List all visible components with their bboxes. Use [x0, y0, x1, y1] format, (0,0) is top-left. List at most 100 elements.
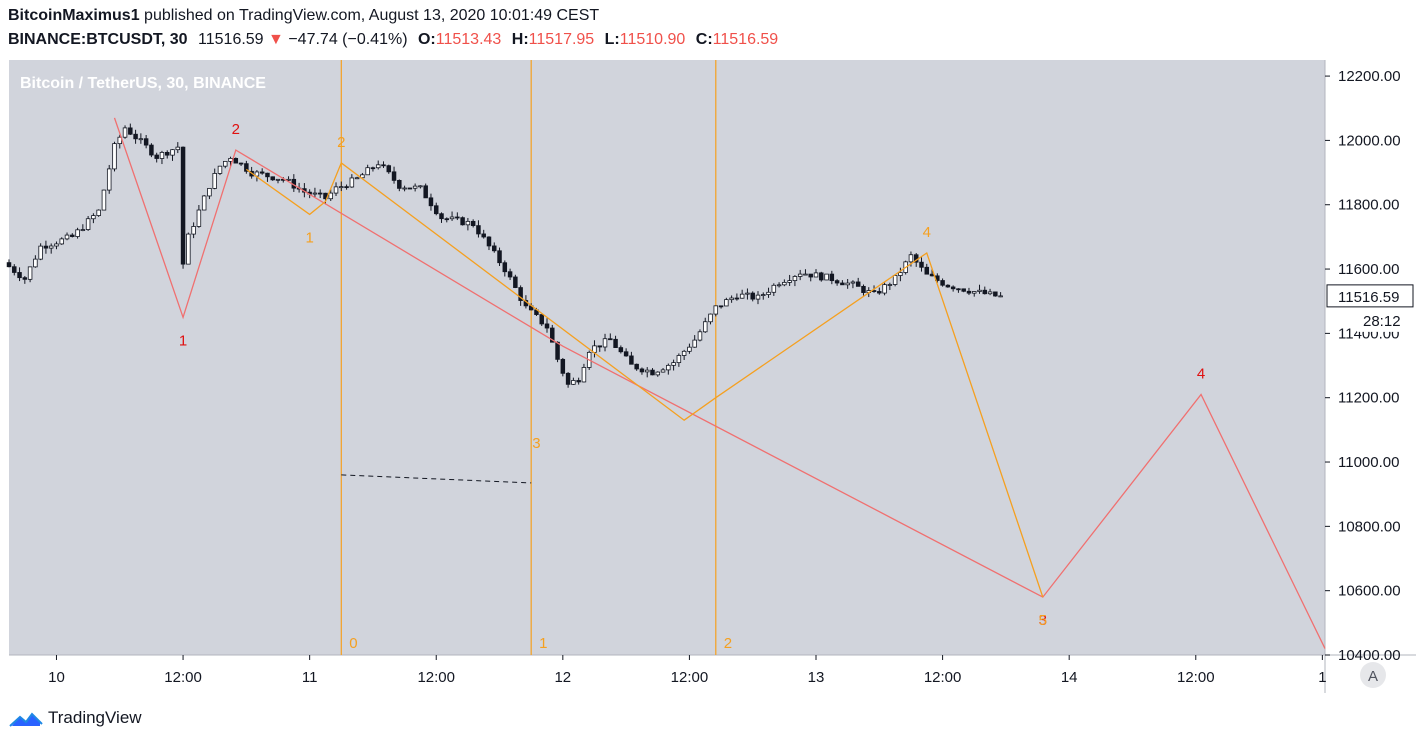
candle-body	[924, 266, 930, 275]
red-wave-label: 4	[1197, 365, 1205, 382]
orange-wave-line	[245, 161, 1044, 598]
price-axis	[1325, 60, 1416, 655]
y-tick-label: 11800.00	[1338, 197, 1399, 214]
auto-scale-button[interactable]: A	[1360, 662, 1386, 688]
candle-body	[824, 273, 829, 281]
last-price: 11516.59	[198, 31, 264, 48]
candle-body	[328, 192, 333, 200]
candle-body	[333, 186, 339, 194]
candle-body	[370, 167, 376, 170]
candle-body	[80, 229, 86, 231]
open-label: O:	[417, 31, 436, 48]
candle-body	[70, 234, 75, 237]
x-tick-label: 12:00	[671, 669, 709, 686]
candle-body	[560, 358, 566, 374]
close-label: C:	[695, 31, 713, 48]
tradingview-logo[interactable]: TradingView	[8, 708, 142, 728]
candle-body	[180, 146, 186, 265]
candle-body	[734, 297, 740, 300]
candle-body	[755, 294, 761, 300]
candle-body	[122, 127, 128, 138]
candle-body	[433, 205, 439, 215]
low-label: L:	[604, 31, 620, 48]
last-price-label: 11516.59	[1338, 289, 1399, 306]
y-tick-label: 11600.00	[1338, 261, 1399, 278]
candle-body	[133, 133, 138, 140]
candle-body	[945, 284, 951, 288]
candle-body	[608, 338, 613, 341]
low-value: 11510.90	[619, 31, 686, 48]
candle-body	[961, 288, 966, 292]
candle-body	[782, 282, 787, 286]
close-value: 11516.59	[712, 31, 779, 48]
candle-body	[455, 216, 460, 219]
candle-body	[597, 345, 602, 348]
candle-body	[813, 272, 819, 278]
candle-body	[12, 266, 17, 273]
candle-body	[349, 177, 355, 188]
candle-body	[940, 280, 945, 286]
x-tick-label: 14	[1061, 669, 1078, 686]
candle-body	[476, 225, 481, 235]
candle-body	[48, 245, 54, 249]
candle-body	[170, 149, 175, 156]
candle-body	[244, 163, 249, 172]
candle-body	[697, 331, 703, 341]
candle-body	[254, 171, 260, 177]
candle-body	[354, 177, 360, 180]
candle-body	[481, 233, 486, 238]
candle-body	[613, 338, 618, 348]
candle-body	[971, 291, 977, 294]
red-wave-label: 3	[1039, 612, 1047, 629]
candle-body	[650, 369, 655, 376]
candle-body	[771, 284, 777, 293]
candle-body	[106, 168, 112, 191]
candle-body	[776, 284, 782, 287]
candle-body	[660, 369, 666, 373]
candle-body	[618, 347, 624, 353]
candle-body	[339, 186, 344, 189]
candle-body	[275, 178, 281, 181]
x-tick-label: 12:00	[417, 669, 455, 686]
candle-body	[507, 271, 513, 278]
candle-body	[861, 285, 866, 293]
high-label: H:	[511, 31, 529, 48]
candle-body	[845, 282, 850, 286]
time-cycle-label: 0	[349, 635, 357, 652]
time-cycle-label: 2	[724, 635, 732, 652]
candle-body	[38, 245, 43, 260]
candle-body	[465, 220, 471, 226]
candle-body	[766, 291, 771, 295]
candle-body	[75, 229, 80, 237]
candle-body	[634, 363, 639, 370]
candle-body	[513, 276, 518, 288]
candle-body	[977, 289, 982, 292]
candle-body	[17, 272, 22, 279]
candle-body	[602, 338, 608, 348]
candle-body	[27, 266, 33, 280]
candle-body	[892, 275, 898, 285]
author-name[interactable]: BitcoinMaximus1	[8, 7, 140, 24]
candle-body	[708, 313, 713, 323]
candle-body	[186, 233, 191, 265]
candle-body	[43, 245, 49, 249]
candle-body	[164, 151, 170, 156]
candle-body	[692, 339, 697, 348]
candle-body	[655, 371, 661, 376]
y-tick-label: 12200.00	[1338, 68, 1401, 85]
candle-body	[233, 157, 239, 164]
candle-body	[803, 273, 808, 276]
candle-body	[64, 234, 70, 240]
candle-body	[317, 192, 323, 195]
candle-body	[375, 164, 381, 169]
auto-scale-circle	[1360, 662, 1386, 688]
candle-body	[217, 165, 223, 174]
candle-body	[623, 351, 629, 357]
candles	[6, 123, 1003, 388]
orange-wave-label: 3	[532, 435, 540, 452]
candle-body	[502, 262, 508, 273]
candle-body	[518, 287, 523, 301]
candle-body	[470, 220, 476, 227]
candle-body	[565, 372, 571, 385]
